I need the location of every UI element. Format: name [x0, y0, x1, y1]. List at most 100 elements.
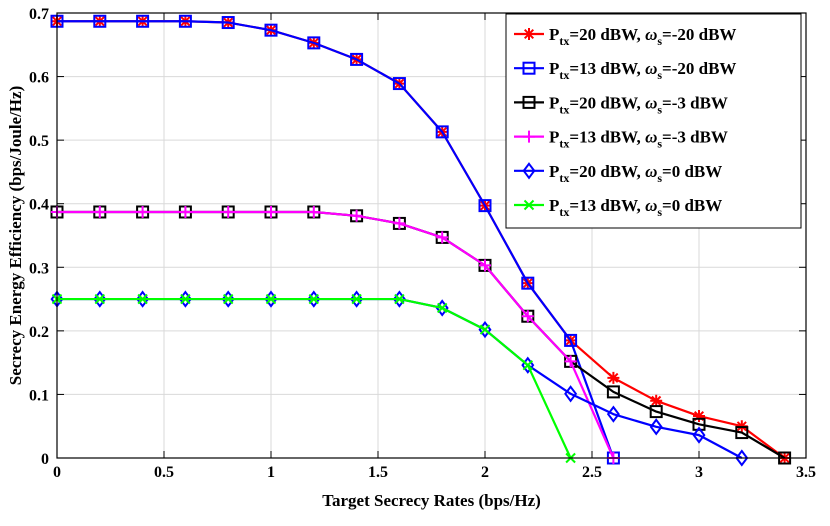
data-point — [351, 293, 362, 305]
y-tick-label: 0.5 — [29, 133, 49, 150]
legend-label-p: P — [549, 162, 559, 181]
legend-label-s: s — [657, 102, 662, 116]
data-point — [180, 293, 191, 305]
legend-label-omega: ω — [645, 162, 657, 181]
legend-item-2: Ptx=13 dBW, ωs=-20 dBW — [514, 59, 736, 82]
data-point — [650, 394, 663, 407]
x-tick-label: 3.5 — [796, 464, 816, 481]
data-point — [179, 205, 192, 218]
series-6 — [51, 293, 576, 464]
data-point — [94, 293, 106, 305]
data-point — [564, 355, 577, 368]
legend-item-6: Ptx=13 dBW, ωs=0 dBW — [514, 196, 722, 219]
legend-label-p: P — [549, 93, 559, 112]
legend-label-s: s — [657, 171, 662, 185]
legend-label-omega: ω — [645, 196, 657, 215]
data-point — [692, 417, 706, 431]
x-tick-label: 3 — [695, 464, 703, 481]
data-point — [436, 302, 448, 314]
data-point — [307, 205, 320, 218]
legend-label: Ptx=20 dBW, ωs=0 dBW — [549, 162, 722, 185]
x-tick-label: 0.5 — [154, 464, 174, 481]
legend-label-s: s — [657, 137, 662, 151]
data-point — [522, 61, 536, 75]
legend-item-1: Ptx=20 dBW, ωs=-20 dBW — [514, 25, 736, 48]
legend-label-a: =13 dBW, — [569, 128, 645, 147]
legend-item-4: Ptx=13 dBW, ωs=-3 dBW — [514, 128, 728, 151]
x-tick-label: 1.5 — [368, 464, 388, 481]
legend-label: Ptx=13 dBW, ωs=-20 dBW — [549, 59, 736, 82]
y-tick-label: 0.2 — [29, 324, 49, 341]
legend-label-a: =20 dBW, — [569, 162, 645, 181]
data-point — [564, 333, 578, 347]
legend-label: Ptx=13 dBW, ωs=0 dBW — [549, 196, 722, 219]
data-point — [649, 418, 663, 436]
legend-label-b: =-3 dBW — [662, 93, 728, 112]
legend-label-omega: ω — [645, 59, 657, 78]
y-axis-label: Secrecy Energy Efficiency (bps/Joule/Hz) — [6, 86, 25, 386]
data-point — [308, 293, 320, 305]
data-point — [522, 162, 536, 180]
legend-label-a: =20 dBW, — [569, 93, 645, 112]
data-point — [478, 199, 492, 213]
legend-label: Ptx=20 dBW, ωs=-20 dBW — [549, 25, 736, 48]
data-point — [606, 405, 620, 423]
data-point — [265, 205, 277, 218]
legend-label-s: s — [657, 34, 662, 48]
data-point — [222, 205, 235, 218]
data-point — [436, 231, 449, 244]
data-point — [649, 405, 663, 419]
data-point — [93, 205, 106, 218]
legend-label-tx: tx — [559, 68, 569, 82]
data-point — [435, 125, 449, 139]
data-point — [521, 276, 535, 290]
y-tick-label: 0.3 — [29, 260, 49, 277]
plot-frame — [56, 12, 807, 459]
legend-label: Ptx=13 dBW, ωs=-3 dBW — [549, 128, 728, 151]
x-tick-label: 1 — [267, 464, 275, 481]
legend-label-a: =13 dBW, — [569, 59, 645, 78]
legend-label-s: s — [657, 205, 662, 219]
data-point — [393, 217, 406, 230]
legend-label-a: =20 dBW, — [569, 25, 645, 44]
axis-ticks: 0 0.5 1 1.5 2 2.5 3 3.5 0 0.1 0.2 0.3 0.4 0.5 0.6 0.7 — [29, 6, 816, 481]
legend-label-tx: tx — [559, 171, 569, 185]
legend-label-tx: tx — [559, 34, 569, 48]
legend-label-a: =13 dBW, — [569, 196, 645, 215]
legend-label-tx: tx — [559, 137, 569, 151]
data-point — [564, 385, 578, 403]
data-point — [394, 293, 405, 305]
data-point — [692, 426, 706, 444]
data-point — [392, 77, 406, 91]
data-point — [523, 130, 535, 143]
y-tick-label: 0.7 — [29, 6, 49, 23]
data-point — [136, 14, 150, 28]
legend-label-b: =-3 dBW — [662, 128, 728, 147]
data-point — [136, 205, 149, 218]
data-point — [137, 293, 148, 305]
legend-label-p: P — [549, 25, 559, 44]
data-point — [735, 449, 749, 467]
data-point — [693, 410, 705, 423]
x-tick-label: 2.5 — [582, 464, 602, 481]
x-tick-label: 2 — [481, 464, 489, 481]
y-tick-label: 0.1 — [29, 387, 49, 404]
legend-label: Ptx=20 dBW, ωs=-3 dBW — [549, 93, 728, 116]
series-line — [57, 20, 615, 459]
legend-label-omega: ω — [645, 93, 657, 112]
data-point — [350, 209, 363, 222]
series-2 — [50, 14, 620, 465]
legend-label-s: s — [657, 68, 662, 82]
legend-label-p: P — [549, 196, 559, 215]
data-point — [522, 95, 536, 109]
data-point — [523, 199, 535, 211]
data-point — [735, 426, 749, 440]
data-point — [265, 293, 277, 305]
data-point — [307, 36, 321, 50]
legend-label-p: P — [549, 59, 559, 78]
legend-label-b: =-20 dBW — [662, 25, 736, 44]
data-point — [522, 359, 534, 371]
data-point — [479, 259, 491, 272]
